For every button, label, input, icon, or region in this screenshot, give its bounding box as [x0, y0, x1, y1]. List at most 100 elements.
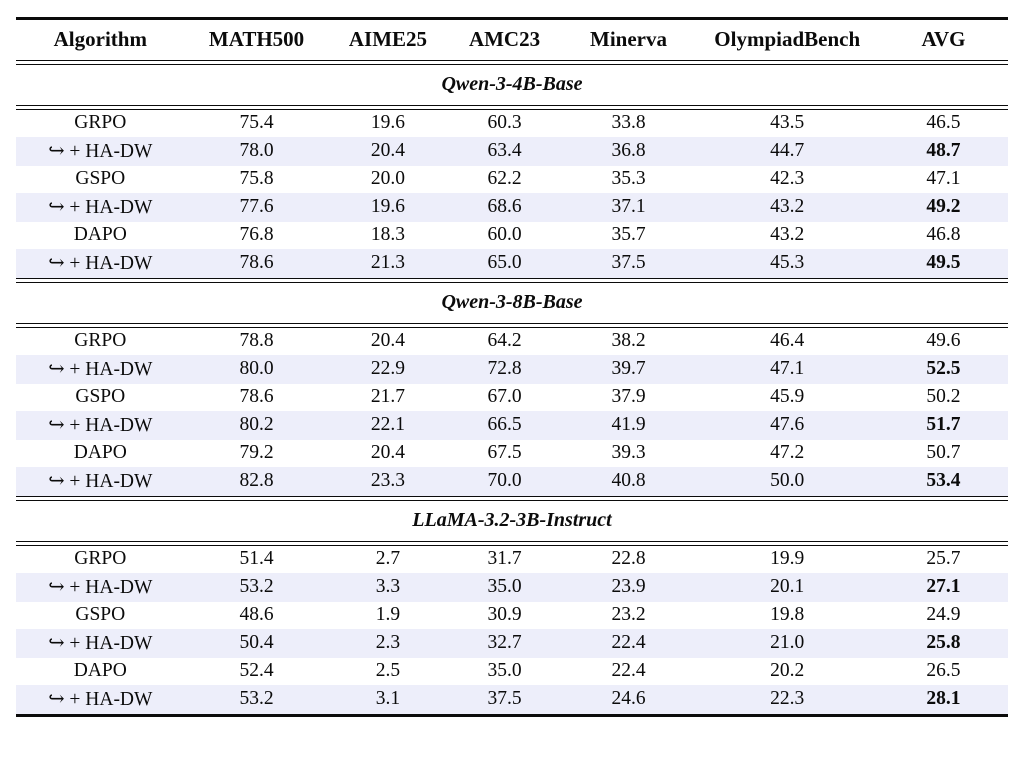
score-cell: 60.3	[487, 112, 522, 133]
algorithm-cell: DAPO	[73, 660, 127, 681]
score-cell: 20.4	[370, 442, 406, 463]
section-bottom-rule	[16, 541, 1008, 546]
score-cell: 21.0	[695, 629, 879, 658]
score-cell: 33.8	[611, 112, 646, 133]
score-cell: 20.1	[695, 573, 879, 602]
table-row: ↪ + HA-DW 53.2 3.1 37.5 24.6 22.3 28.1	[16, 685, 1008, 716]
score-cell: 78.8	[239, 330, 274, 351]
score-cell: 21.3	[328, 249, 448, 279]
section-title: LLaMA-3.2-3B-Instruct	[412, 509, 612, 531]
column-header-olympiadbench: OlympiadBench	[695, 17, 879, 61]
avg-score-cell: 51.7	[878, 411, 1008, 440]
table-row: GRPO 75.4 19.6 60.3 33.8 43.5 46.5	[16, 110, 1008, 138]
score-cell: 67.5	[487, 442, 522, 463]
column-header-aime25: AIME25	[328, 17, 448, 61]
section-bottom-rule-line	[16, 105, 1008, 110]
score-cell: 43.2	[770, 224, 805, 245]
section-title-row: Qwen-3-8B-Base	[16, 283, 1008, 324]
avg-score-cell: 46.8	[926, 224, 961, 245]
table-bottom-rule	[16, 714, 1008, 718]
score-cell: 42.3	[770, 168, 805, 189]
algorithm-cell: GRPO	[74, 330, 127, 351]
algorithm-cell: DAPO	[73, 442, 127, 463]
score-cell: 79.2	[239, 442, 274, 463]
section-title: Qwen-3-4B-Base	[441, 73, 583, 95]
header-row: Algorithm MATH500 AIME25 AMC23 Minerva Olympi…	[16, 17, 1008, 61]
avg-score-cell: 53.4	[878, 467, 1008, 497]
section-top-rule	[16, 60, 1008, 65]
avg-score-cell: 50.7	[926, 442, 961, 463]
score-cell: 20.2	[770, 660, 805, 681]
score-cell: 35.3	[611, 168, 646, 189]
table-row: ↪ + HA-DW 78.6 21.3 65.0 37.5 45.3 49.5	[16, 249, 1008, 279]
score-cell: 20.4	[328, 137, 448, 166]
algorithm-cell: ↪ + HA-DW	[16, 467, 185, 497]
score-cell: 48.6	[239, 604, 274, 625]
section-top-rule-line	[16, 60, 1008, 65]
avg-score-cell: 49.5	[878, 249, 1008, 279]
avg-score-cell: 47.1	[926, 168, 961, 189]
score-cell: 3.3	[328, 573, 448, 602]
score-cell: 19.6	[328, 193, 448, 222]
score-cell: 80.2	[184, 411, 329, 440]
score-cell: 47.2	[770, 442, 805, 463]
column-header-amc23: AMC23	[447, 17, 562, 61]
score-cell: 80.0	[184, 355, 329, 384]
avg-score-cell: 28.1	[878, 685, 1008, 716]
algorithm-cell: GRPO	[74, 548, 127, 569]
section-bottom-rule-line	[16, 541, 1008, 546]
score-cell: 60.0	[487, 224, 522, 245]
algorithm-cell: GSPO	[75, 386, 126, 407]
avg-score-cell: 27.1	[878, 573, 1008, 602]
score-cell: 45.9	[770, 386, 805, 407]
score-cell: 18.3	[370, 224, 406, 245]
score-cell: 22.3	[695, 685, 879, 716]
score-cell: 43.2	[695, 193, 879, 222]
score-cell: 38.2	[611, 330, 646, 351]
algorithm-cell: GSPO	[75, 604, 126, 625]
score-cell: 44.7	[695, 137, 879, 166]
score-cell: 40.8	[561, 467, 696, 497]
section-title-row: LLaMA-3.2-3B-Instruct	[16, 501, 1008, 542]
score-cell: 35.0	[487, 660, 522, 681]
score-cell: 19.8	[770, 604, 805, 625]
score-cell: 39.3	[611, 442, 646, 463]
avg-score-cell: 26.5	[926, 660, 961, 681]
score-cell: 70.0	[447, 467, 562, 497]
score-cell: 22.4	[561, 629, 696, 658]
score-cell: 75.4	[239, 112, 274, 133]
column-header-math500: MATH500	[184, 17, 329, 61]
table-row: ↪ + HA-DW 80.2 22.1 66.5 41.9 47.6 51.7	[16, 411, 1008, 440]
column-header-avg: AVG	[878, 17, 1008, 61]
score-cell: 78.6	[239, 386, 274, 407]
score-cell: 2.7	[375, 548, 401, 569]
algorithm-cell: GRPO	[74, 112, 127, 133]
algorithm-cell: ↪ + HA-DW	[16, 629, 185, 658]
table-row: ↪ + HA-DW 82.8 23.3 70.0 40.8 50.0 53.4	[16, 467, 1008, 497]
table-row: ↪ + HA-DW 78.0 20.4 63.4 36.8 44.7 48.7	[16, 137, 1008, 166]
score-cell: 51.4	[239, 548, 274, 569]
table-row: ↪ + HA-DW 77.6 19.6 68.6 37.1 43.2 49.2	[16, 193, 1008, 222]
algorithm-cell: ↪ + HA-DW	[16, 193, 185, 222]
algorithm-cell: ↪ + HA-DW	[16, 355, 185, 384]
column-header-minerva: Minerva	[561, 17, 696, 61]
score-cell: 37.5	[561, 249, 696, 279]
avg-score-cell: 46.5	[926, 112, 961, 133]
score-cell: 75.8	[239, 168, 274, 189]
avg-score-cell: 50.2	[926, 386, 961, 407]
score-cell: 19.9	[770, 548, 805, 569]
table-row: ↪ + HA-DW 50.4 2.3 32.7 22.4 21.0 25.8	[16, 629, 1008, 658]
algorithm-cell: ↪ + HA-DW	[16, 249, 185, 279]
score-cell: 72.8	[447, 355, 562, 384]
section-bottom-rule-line	[16, 323, 1008, 328]
score-cell: 50.4	[184, 629, 329, 658]
avg-score-cell: 48.7	[878, 137, 1008, 166]
score-cell: 46.4	[770, 330, 805, 351]
score-cell: 30.9	[487, 604, 522, 625]
score-cell: 47.6	[695, 411, 879, 440]
avg-score-cell: 52.5	[878, 355, 1008, 384]
section-top-rule	[16, 496, 1008, 501]
table-row: GSPO 75.8 20.0 62.2 35.3 42.3 47.1	[16, 166, 1008, 193]
table-row: GSPO 78.6 21.7 67.0 37.9 45.9 50.2	[16, 384, 1008, 411]
score-cell: 37.1	[561, 193, 696, 222]
